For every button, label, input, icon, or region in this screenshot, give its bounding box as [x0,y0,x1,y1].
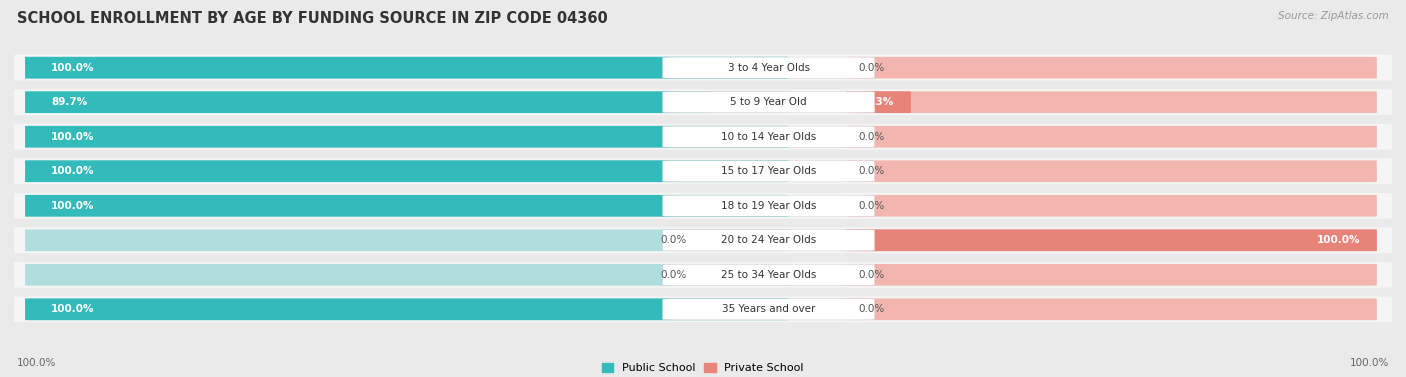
FancyBboxPatch shape [662,195,875,216]
Text: 35 Years and over: 35 Years and over [721,304,815,314]
Text: 25 to 34 Year Olds: 25 to 34 Year Olds [721,270,817,280]
FancyBboxPatch shape [846,91,911,113]
FancyBboxPatch shape [662,264,875,285]
FancyBboxPatch shape [25,160,789,182]
FancyBboxPatch shape [846,195,1376,217]
FancyBboxPatch shape [25,91,711,113]
Text: 0.0%: 0.0% [859,201,884,211]
FancyBboxPatch shape [846,160,1376,182]
FancyBboxPatch shape [662,230,875,251]
Text: 100.0%: 100.0% [1350,357,1389,368]
FancyBboxPatch shape [662,92,875,113]
Text: 89.7%: 89.7% [51,97,87,107]
Legend: Public School, Private School: Public School, Private School [598,359,808,377]
Text: 100.0%: 100.0% [51,132,94,142]
Text: 100.0%: 100.0% [51,304,94,314]
FancyBboxPatch shape [846,57,1376,78]
FancyBboxPatch shape [25,126,789,147]
Text: 5 to 9 Year Old: 5 to 9 Year Old [730,97,807,107]
FancyBboxPatch shape [846,91,1376,113]
FancyBboxPatch shape [7,158,1395,184]
FancyBboxPatch shape [7,55,1395,81]
Text: 0.0%: 0.0% [661,270,686,280]
FancyBboxPatch shape [7,193,1395,219]
FancyBboxPatch shape [662,299,875,320]
FancyBboxPatch shape [25,91,789,113]
FancyBboxPatch shape [846,230,1376,251]
Text: 100.0%: 100.0% [51,63,94,73]
Text: 100.0%: 100.0% [1317,235,1360,245]
Text: 100.0%: 100.0% [51,201,94,211]
FancyBboxPatch shape [7,124,1395,150]
FancyBboxPatch shape [662,161,875,182]
FancyBboxPatch shape [662,126,875,147]
FancyBboxPatch shape [25,160,789,182]
Text: 100.0%: 100.0% [17,357,56,368]
Text: 0.0%: 0.0% [859,270,884,280]
Text: 3 to 4 Year Olds: 3 to 4 Year Olds [727,63,810,73]
Text: 10.3%: 10.3% [858,97,894,107]
FancyBboxPatch shape [7,89,1395,115]
FancyBboxPatch shape [25,299,789,320]
Text: 100.0%: 100.0% [51,166,94,176]
Text: 0.0%: 0.0% [859,63,884,73]
Text: 20 to 24 Year Olds: 20 to 24 Year Olds [721,235,817,245]
FancyBboxPatch shape [25,195,789,217]
FancyBboxPatch shape [25,57,789,78]
FancyBboxPatch shape [7,262,1395,288]
FancyBboxPatch shape [846,299,1376,320]
FancyBboxPatch shape [25,57,789,78]
Text: 0.0%: 0.0% [859,304,884,314]
FancyBboxPatch shape [25,230,789,251]
Text: 18 to 19 Year Olds: 18 to 19 Year Olds [721,201,817,211]
Text: 0.0%: 0.0% [859,132,884,142]
FancyBboxPatch shape [846,264,1376,286]
Text: 10 to 14 Year Olds: 10 to 14 Year Olds [721,132,817,142]
Text: 0.0%: 0.0% [661,235,686,245]
FancyBboxPatch shape [846,230,1376,251]
Text: 15 to 17 Year Olds: 15 to 17 Year Olds [721,166,817,176]
Text: Source: ZipAtlas.com: Source: ZipAtlas.com [1278,11,1389,21]
FancyBboxPatch shape [7,296,1395,322]
Text: SCHOOL ENROLLMENT BY AGE BY FUNDING SOURCE IN ZIP CODE 04360: SCHOOL ENROLLMENT BY AGE BY FUNDING SOUR… [17,11,607,26]
FancyBboxPatch shape [662,57,875,78]
FancyBboxPatch shape [25,195,789,217]
FancyBboxPatch shape [25,126,789,147]
FancyBboxPatch shape [25,299,789,320]
FancyBboxPatch shape [25,264,789,286]
FancyBboxPatch shape [846,126,1376,147]
Text: 0.0%: 0.0% [859,166,884,176]
FancyBboxPatch shape [7,227,1395,253]
